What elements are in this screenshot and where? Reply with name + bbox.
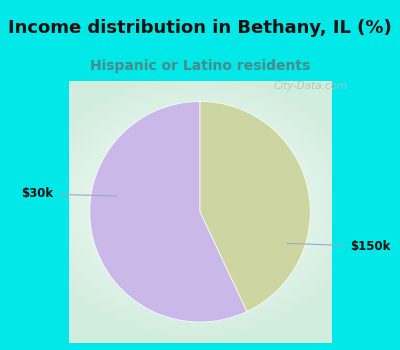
Wedge shape: [200, 102, 310, 312]
Text: $30k: $30k: [22, 187, 116, 201]
Text: Hispanic or Latino residents: Hispanic or Latino residents: [90, 59, 310, 73]
Text: $150k: $150k: [287, 240, 390, 253]
Text: Income distribution in Bethany, IL (%): Income distribution in Bethany, IL (%): [8, 19, 392, 37]
Wedge shape: [90, 102, 247, 322]
Text: City-Data.com: City-Data.com: [273, 81, 347, 91]
